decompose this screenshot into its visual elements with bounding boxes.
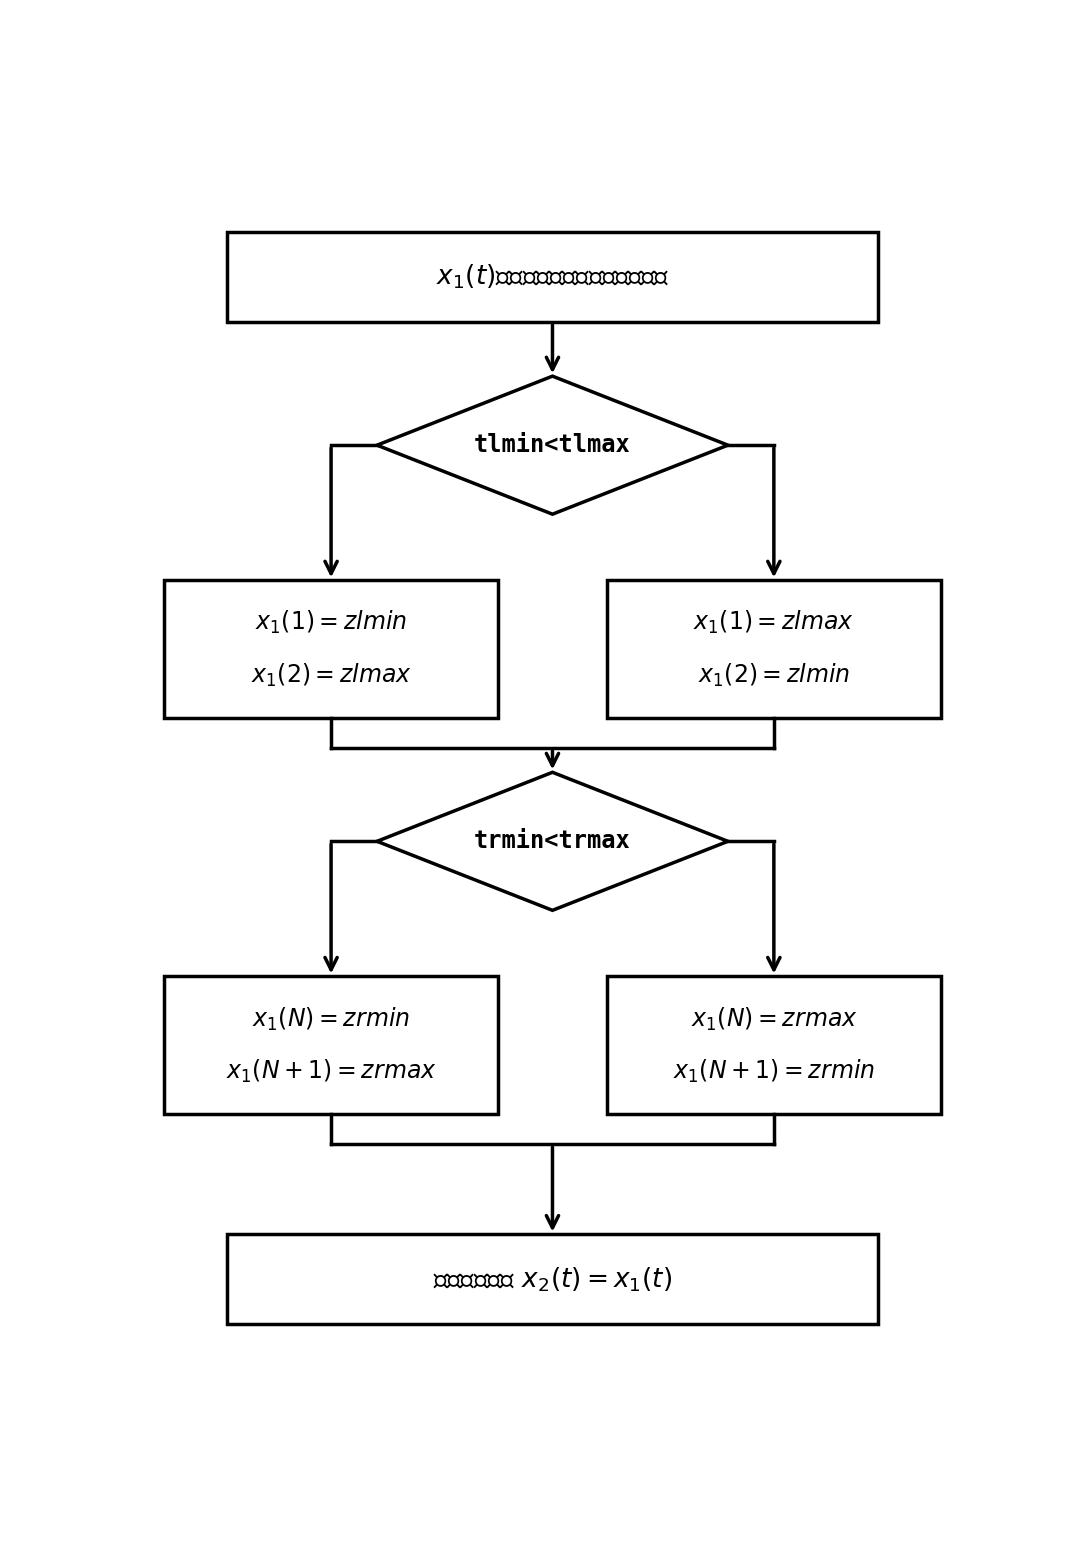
Text: $x_1(t)$左右端点极大值，极小值延拓: $x_1(t)$左右端点极大值，极小值延拓 — [436, 263, 669, 292]
Polygon shape — [377, 376, 728, 514]
Bar — [164, 976, 498, 1115]
Bar — [607, 976, 941, 1115]
Bar — [226, 1235, 879, 1325]
Bar — [164, 580, 498, 719]
Text: $x_1(N+1) = \mathit{zrmax}$: $x_1(N+1) = \mathit{zrmax}$ — [225, 1059, 437, 1085]
Bar — [607, 580, 941, 719]
Text: $x_1(N+1) = \mathit{zrmin}$: $x_1(N+1) = \mathit{zrmin}$ — [673, 1059, 875, 1085]
Text: 获得极值序列 $x_2(t) = x_1(t)$: 获得极值序列 $x_2(t) = x_1(t)$ — [433, 1266, 672, 1294]
Text: $x_1(1) = \mathit{zlmin}$: $x_1(1) = \mathit{zlmin}$ — [255, 610, 407, 636]
Text: $x_1(N) = \mathit{zrmin}$: $x_1(N) = \mathit{zrmin}$ — [252, 1006, 410, 1032]
Text: $x_1(2) = \mathit{zlmax}$: $x_1(2) = \mathit{zlmax}$ — [250, 663, 412, 689]
Text: tlmin<tlmax: tlmin<tlmax — [474, 433, 631, 457]
Text: $x_1(N) = \mathit{zrmax}$: $x_1(N) = \mathit{zrmax}$ — [691, 1006, 857, 1032]
Polygon shape — [377, 772, 728, 910]
Bar — [226, 232, 879, 323]
Text: trmin<trmax: trmin<trmax — [474, 829, 631, 853]
Text: $x_1(1) = \mathit{zlmax}$: $x_1(1) = \mathit{zlmax}$ — [693, 610, 855, 636]
Text: $x_1(2) = \mathit{zlmin}$: $x_1(2) = \mathit{zlmin}$ — [697, 663, 849, 689]
